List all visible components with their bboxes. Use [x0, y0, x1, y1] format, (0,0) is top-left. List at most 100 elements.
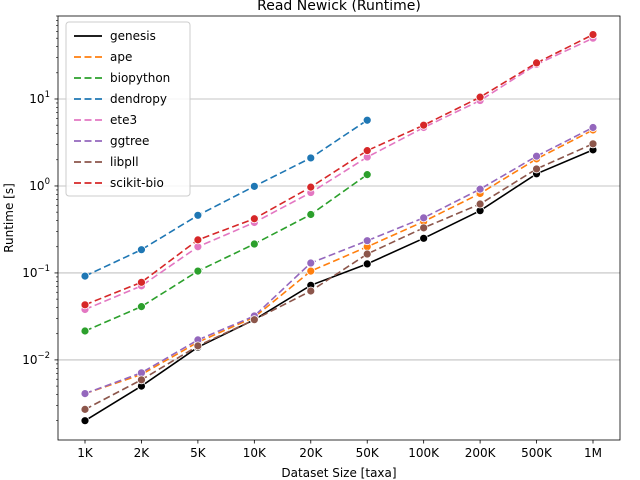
series-libpll — [80, 139, 598, 414]
y-tick-label-exponent: −2 — [37, 351, 50, 361]
x-tick-label-2k: 2K — [134, 446, 151, 460]
data-point-libpll-500k — [532, 164, 541, 174]
data-point-ggtree-100k — [419, 213, 429, 223]
data-point-ggtree-20k — [306, 258, 316, 268]
y-axis-label: Runtime [s] — [2, 183, 16, 253]
x-tick-label-50k: 50K — [356, 446, 380, 460]
series-scikit-bio — [80, 30, 598, 310]
series-dendropy — [80, 115, 372, 281]
data-point-scikit-bio-10k — [249, 214, 259, 224]
series-line-scikit-bio — [84, 33, 594, 306]
y-tick-label: 101 — [29, 90, 50, 106]
chart-title: Read Newick (Runtime) — [257, 0, 421, 14]
data-point-libpll-10k — [249, 315, 259, 325]
data-point-biopython-10k — [249, 239, 259, 249]
legend-label-genesis: genesis — [110, 29, 156, 43]
x-tick-label-20k: 20K — [299, 446, 323, 460]
legend: genesis ape biopython dendropy ete3 ggtree lib… — [65, 21, 191, 197]
x-axis-label: Dataset Size [taxa] — [281, 466, 396, 480]
legend-label-scikit-bio: scikit-bio — [110, 176, 164, 190]
legend-box — [65, 21, 191, 197]
data-point-libpll-100k — [419, 223, 429, 233]
legend-item-ete3: ete3 — [74, 113, 137, 127]
data-point-libpll-50k — [362, 249, 372, 259]
legend-label-dendropy: dendropy — [110, 92, 167, 106]
x-tick-label-500k: 500K — [521, 446, 553, 460]
legend-label-libpll: libpll — [110, 155, 139, 169]
data-point-libpll-200k — [475, 199, 485, 209]
data-point-scikit-bio-500k — [532, 58, 541, 68]
data-point-ggtree-1k — [80, 389, 90, 398]
data-point-ggtree-500k — [532, 151, 541, 161]
legend-item-libpll: libpll — [74, 155, 139, 169]
y-tick-label: 10−2 — [22, 351, 50, 367]
data-point-dendropy-20k — [306, 153, 316, 163]
data-point-scikit-bio-200k — [475, 92, 485, 102]
data-point-genesis-1k — [80, 416, 90, 426]
x-tick-label-1m: 1M — [584, 446, 602, 460]
data-point-ape-20k — [306, 266, 316, 276]
data-point-scikit-bio-1m — [588, 30, 598, 40]
data-point-biopython-1k — [80, 326, 90, 336]
data-point-ggtree-200k — [475, 184, 485, 194]
data-point-scikit-bio-20k — [306, 182, 316, 192]
series-line-genesis — [84, 149, 594, 422]
data-point-biopython-50k — [362, 170, 372, 180]
data-point-scikit-bio-100k — [419, 120, 429, 130]
series-line-libpll — [84, 143, 594, 411]
x-tick-label-5k: 5K — [190, 446, 207, 460]
data-point-genesis-100k — [419, 233, 429, 243]
series-line-ete3 — [84, 37, 594, 311]
legend-item-biopython: biopython — [74, 71, 170, 85]
data-point-libpll-5k — [193, 341, 203, 351]
data-point-ggtree-1m — [588, 123, 598, 132]
x-tick-label-10k: 10K — [243, 446, 267, 460]
data-point-scikit-bio-5k — [193, 235, 203, 245]
y-tick-label: 100 — [29, 177, 50, 193]
series-ggtree — [80, 123, 598, 398]
data-point-biopython-5k — [193, 266, 203, 276]
legend-item-ggtree: ggtree — [74, 134, 149, 148]
data-point-scikit-bio-50k — [362, 146, 372, 156]
series-biopython — [80, 170, 372, 336]
series-line-ape — [84, 129, 594, 395]
data-point-genesis-50k — [362, 259, 372, 269]
legend-label-biopython: biopython — [110, 71, 170, 85]
x-tick-label-100k: 100K — [408, 446, 440, 460]
series-layer — [80, 30, 598, 426]
data-point-libpll-1m — [588, 139, 598, 149]
y-tick-label-base: 10 — [29, 92, 44, 106]
legend-item-genesis: genesis — [74, 29, 156, 43]
data-point-biopython-2k — [137, 302, 146, 312]
y-tick-label-base: 10 — [29, 179, 44, 193]
data-point-dendropy-50k — [362, 115, 372, 125]
y-tick-label-base: 10 — [22, 353, 37, 367]
data-point-dendropy-5k — [193, 210, 203, 220]
data-point-dendropy-1k — [80, 271, 90, 281]
data-point-dendropy-2k — [137, 245, 146, 255]
data-point-libpll-1k — [80, 404, 90, 414]
legend-label-ete3: ete3 — [110, 113, 137, 127]
y-tick-label-exponent: −1 — [37, 264, 50, 274]
legend-item-dendropy: dendropy — [74, 92, 167, 106]
x-tick-label-200k: 200K — [465, 446, 497, 460]
series-line-dendropy — [84, 119, 368, 277]
data-point-ggtree-50k — [362, 236, 372, 246]
legend-label-ggtree: ggtree — [110, 134, 149, 148]
y-tick-label: 10−1 — [22, 264, 50, 280]
data-point-biopython-20k — [306, 210, 316, 219]
y-tick-label-exponent: 1 — [45, 90, 50, 100]
y-tick-label-base: 10 — [22, 266, 37, 280]
data-point-dendropy-10k — [249, 181, 259, 191]
legend-label-ape: ape — [110, 50, 132, 64]
legend-item-ape: ape — [74, 50, 132, 64]
x-tick-label-1k: 1K — [77, 446, 94, 460]
y-tick-label-exponent: 0 — [45, 177, 50, 187]
data-point-scikit-bio-1k — [80, 300, 90, 310]
legend-item-scikit-bio: scikit-bio — [74, 176, 164, 190]
series-line-ggtree — [84, 126, 594, 395]
data-point-scikit-bio-2k — [137, 277, 146, 287]
series-line-biopython — [84, 173, 368, 332]
